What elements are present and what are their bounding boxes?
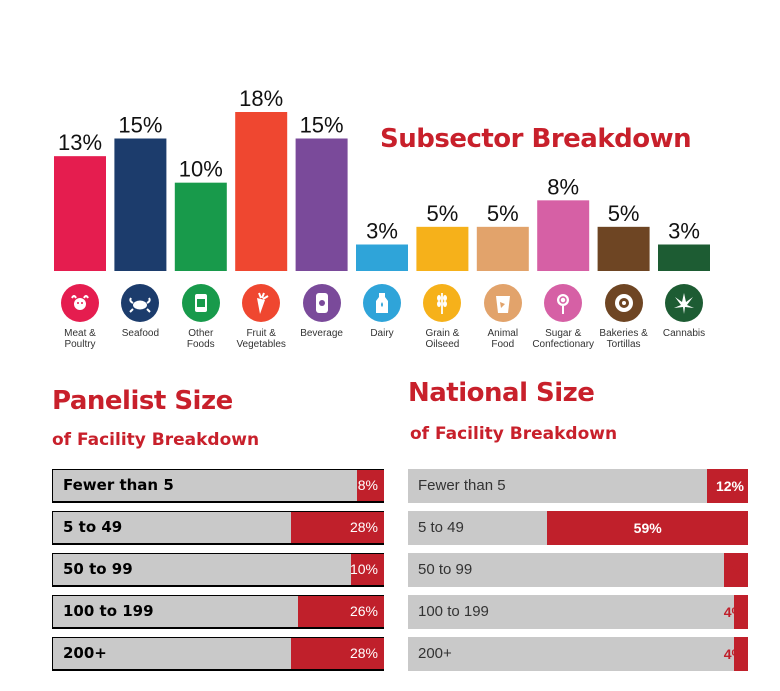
category-label: Cannabis: [662, 328, 706, 339]
bar-6: [416, 226, 469, 271]
size-bar-value: 28%: [349, 645, 378, 661]
size-bar-fill: [297, 596, 384, 627]
size-bar-fill: [350, 554, 384, 585]
size-bar-label: Fewer than 5: [63, 476, 174, 494]
subsector-title: Subsector Breakdown: [380, 124, 692, 154]
size-bar-value: 8%: [357, 477, 378, 493]
size-bar-fill: [724, 553, 748, 587]
cannabis-leaf-icon: [665, 284, 703, 322]
panelist-subtitle: of Facility Breakdown: [52, 430, 260, 450]
size-bar-fill: [707, 469, 748, 503]
category-label: Grain & Oilseed: [425, 328, 460, 350]
bar-value-label: 15%: [300, 113, 344, 138]
bar-4: [295, 138, 348, 271]
bakery-icon: [604, 284, 643, 322]
category-label: Beverage: [300, 328, 343, 339]
bar-value-label: 5%: [427, 201, 459, 226]
category-label: Bakeries & Tortillas: [599, 328, 648, 350]
category-label: Other Foods: [186, 328, 215, 350]
bull-icon: [61, 284, 99, 322]
size-bar-row: Fewer than 5 8%: [52, 469, 384, 503]
bar-value-label: 15%: [118, 113, 162, 138]
subsector-bar-chart: 13% 15% 10% 18% 15% 3% 5% 5% 8% 5% 3%: [54, 86, 710, 271]
size-bar-row: 5 to 49 28%: [52, 511, 384, 545]
category-label: Fruit & Vegetables: [236, 328, 286, 350]
category-label: Sugar & Confectionary: [532, 328, 595, 350]
size-bar-label: 200+: [418, 645, 452, 662]
bar-3: [235, 112, 288, 271]
carrot-icon: [242, 284, 281, 322]
size-bar-fill: [734, 595, 748, 629]
bar-0: [54, 156, 106, 271]
size-bar-row: 50 to 99 7%: [408, 553, 748, 587]
national-subtitle: of Facility Breakdown: [410, 424, 618, 444]
size-bar-value: 7%: [723, 562, 744, 578]
size-bar-label: 200+: [63, 644, 107, 662]
size-bar-row: Fewer than 5 12%: [408, 469, 748, 503]
lollipop-icon: [544, 284, 583, 322]
size-bar-row: 5 to 49 59%: [408, 511, 748, 545]
size-bar-row: 50 to 99 10%: [52, 553, 384, 587]
panelist-title: Panelist Size: [52, 386, 233, 416]
bar-value-label: 10%: [179, 157, 223, 182]
category-label: Seafood: [121, 328, 160, 339]
size-bar-label: 50 to 99: [418, 561, 473, 578]
bar-value-label: 3%: [668, 219, 700, 244]
size-bar-label: 100 to 199: [63, 602, 154, 620]
can-icon: [181, 284, 220, 322]
crab-icon: [121, 284, 160, 322]
national-title: National Size: [408, 378, 595, 408]
bar-5: [356, 244, 408, 271]
bar-9: [597, 226, 650, 271]
wheat-icon: [423, 284, 462, 322]
milk-bottle-icon: [363, 284, 401, 322]
bar-8: [537, 200, 590, 271]
bar-value-label: 5%: [487, 201, 519, 226]
size-bar-fill: [291, 638, 384, 669]
size-bar-value: 26%: [349, 603, 378, 619]
size-bar-row: 100 to 199 26%: [52, 595, 384, 629]
size-bar-value: 28%: [349, 519, 378, 535]
size-bar-value: 4%: [723, 604, 744, 620]
bar-7: [476, 226, 529, 271]
bar-value-label: 3%: [366, 219, 398, 244]
bar-value-label: 13%: [58, 130, 102, 155]
size-bar-label: 100 to 199: [418, 603, 489, 620]
size-bar-label: 50 to 99: [63, 560, 133, 578]
size-bar-fill: [291, 512, 384, 543]
category-label: Dairy: [370, 328, 394, 339]
soda-can-icon: [302, 284, 341, 322]
size-bar-row: 200+ 4%: [408, 637, 748, 671]
bar-10: [658, 244, 710, 271]
size-bar-value: 59%: [633, 520, 662, 536]
bar-2: [174, 182, 227, 271]
size-bar-label: 5 to 49: [63, 518, 123, 536]
size-bar-row: 200+ 28%: [52, 637, 384, 671]
category-label: Meat & Poultry: [64, 328, 96, 350]
size-bar-fill: [734, 637, 748, 671]
bar-1: [114, 138, 167, 271]
size-bar-value: 10%: [349, 561, 378, 577]
bar-value-label: 5%: [608, 201, 640, 226]
size-bar-value: 4%: [723, 646, 744, 662]
size-bar-fill: [547, 511, 748, 545]
category-label: Animal Food: [487, 328, 519, 350]
bag-icon: [483, 284, 522, 322]
size-bar-label: Fewer than 5: [418, 477, 506, 494]
size-bar-fill: [357, 470, 384, 501]
size-bar-row: 100 to 199 4%: [408, 595, 748, 629]
size-bar-label: 5 to 49: [418, 519, 464, 536]
bar-value-label: 18%: [239, 86, 283, 111]
bar-value-label: 8%: [547, 174, 579, 199]
size-bar-value: 12%: [715, 478, 744, 494]
